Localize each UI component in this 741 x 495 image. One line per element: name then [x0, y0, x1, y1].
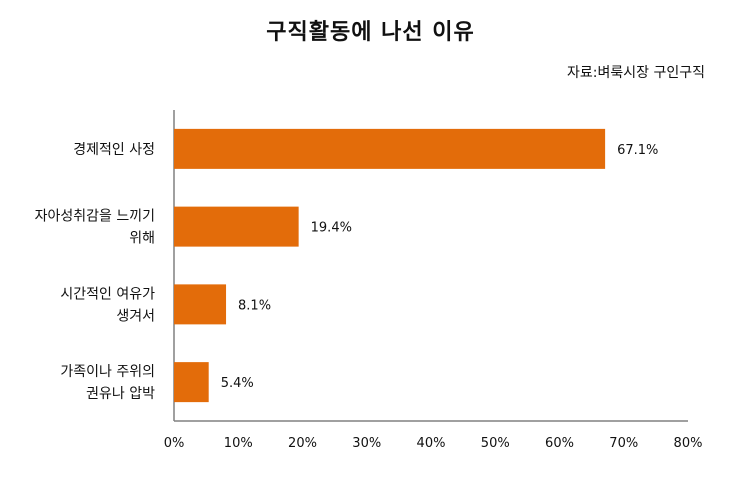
chart-title: 구직활동에 나선 이유: [266, 20, 475, 45]
x-tick-label: 40%: [417, 436, 446, 451]
x-tick-label: 10%: [224, 436, 253, 451]
bar: [174, 128, 606, 169]
category-label: 위해: [129, 231, 155, 247]
data-label: 19.4%: [311, 221, 352, 236]
chart-source: 자료:벼룩시장 구인구직: [567, 65, 705, 81]
category-label: 권유나 압박: [86, 386, 155, 402]
x-tick-label: 50%: [481, 436, 510, 451]
bar: [174, 206, 299, 247]
x-tick-label: 70%: [609, 436, 638, 451]
data-label: 67.1%: [617, 143, 658, 158]
category-label: 경제적인 사정: [73, 142, 155, 158]
category-label: 생겨서: [116, 308, 155, 324]
x-tick-label: 30%: [352, 436, 381, 451]
x-tick-label: 80%: [674, 436, 703, 451]
category-label: 시간적인 여유가: [60, 286, 155, 302]
bar: [174, 362, 209, 403]
x-tick-label: 0%: [164, 436, 185, 451]
data-label: 8.1%: [238, 298, 271, 313]
x-tick-label: 20%: [288, 436, 317, 451]
x-tick-label: 60%: [545, 436, 574, 451]
category-label: 자아성취감을 느끼기: [35, 209, 155, 225]
data-label: 5.4%: [221, 376, 254, 391]
category-label: 가족이나 주위의: [60, 364, 155, 380]
bar: [174, 284, 227, 325]
